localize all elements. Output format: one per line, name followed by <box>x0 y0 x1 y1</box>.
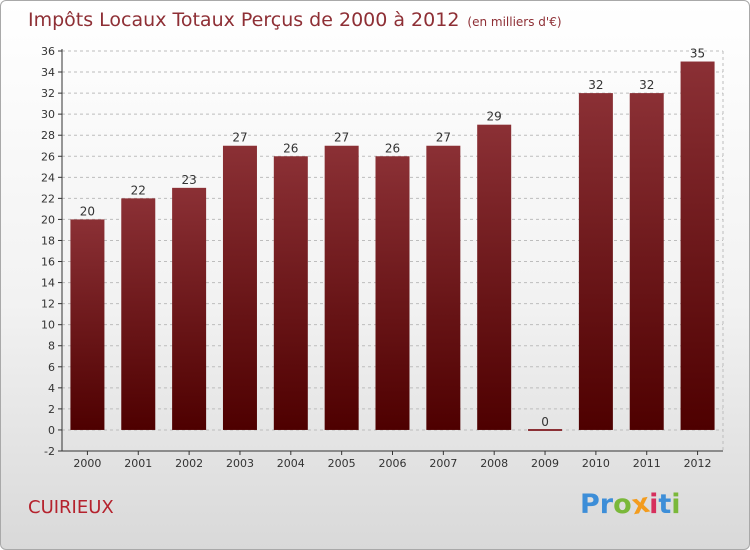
bar-value-label: 26 <box>283 141 298 155</box>
bar-value-label: 27 <box>436 131 451 145</box>
bar-2012 <box>680 61 715 430</box>
bar-2005 <box>324 145 359 430</box>
y-tick-label: 6 <box>48 361 55 374</box>
x-tick-label: 2012 <box>684 457 712 470</box>
x-tick-label: 2004 <box>277 457 305 470</box>
commune-name: CUIRIEUX <box>28 497 114 518</box>
y-tick-label: 26 <box>41 150 55 163</box>
y-tick-label: 12 <box>41 298 55 311</box>
bar-2008 <box>477 124 512 430</box>
y-tick-label: 16 <box>41 256 55 269</box>
y-tick-label: 18 <box>41 234 55 247</box>
bar-value-label: 27 <box>232 131 247 145</box>
logo-letter: P <box>580 489 600 520</box>
x-tick-label: 2009 <box>531 457 559 470</box>
logo-letter: i <box>649 489 659 520</box>
proxiti-logo: Proxiti <box>580 488 681 522</box>
y-tick-label: 0 <box>48 424 55 437</box>
x-tick-label: 2000 <box>73 457 101 470</box>
x-tick-label: 2003 <box>226 457 254 470</box>
x-tick-label: 2002 <box>175 457 203 470</box>
bar-value-label: 27 <box>334 131 349 145</box>
x-tick-label: 2007 <box>429 457 457 470</box>
bar-value-label: 0 <box>541 415 549 429</box>
y-tick-label: 36 <box>41 45 55 58</box>
y-tick-label: 32 <box>41 87 55 100</box>
bar-2000 <box>70 219 105 430</box>
chart-unit: (en milliers d'€) <box>467 15 562 29</box>
logo-letter: i <box>671 489 681 520</box>
y-tick-label: 2 <box>48 403 55 416</box>
bar-2007 <box>426 145 461 430</box>
x-tick-label: 2001 <box>124 457 152 470</box>
y-tick-label: 8 <box>48 340 55 353</box>
y-tick-label: 30 <box>41 108 55 121</box>
bar-value-label: 32 <box>639 78 654 92</box>
x-tick-labels: 2000 2001 2002 2003 2004 2005 2006 2007 2008 2009… <box>73 457 711 470</box>
bar-2011 <box>629 93 664 430</box>
bar-value-label: 35 <box>690 47 705 61</box>
bar-value-label: 20 <box>80 204 95 218</box>
logo-letter: t <box>658 489 672 520</box>
logo-letter: o <box>613 489 632 520</box>
bar-value-label: 23 <box>181 173 196 187</box>
y-tick-label: 10 <box>41 319 55 332</box>
chart-title-text: Impôts Locaux Totaux Perçus de 2000 à 20… <box>28 9 460 31</box>
y-tick-label: 14 <box>41 277 55 290</box>
logo-letter: r <box>599 489 614 520</box>
x-tick-label: 2005 <box>328 457 356 470</box>
bars: 20 22 23 27 26 27 26 27 29 0 32 32 35 <box>70 47 715 431</box>
bar-value-label: 29 <box>487 110 502 124</box>
y-tick-label: -2 <box>44 445 55 458</box>
bar-value-label: 22 <box>131 183 146 197</box>
axes <box>58 49 723 455</box>
bar-value-label: 26 <box>385 141 400 155</box>
chart-title: Impôts Locaux Totaux Perçus de 2000 à 20… <box>28 9 562 31</box>
bar-2004 <box>273 156 308 430</box>
y-tick-label: 22 <box>41 192 55 205</box>
y-tick-label: 20 <box>41 213 55 226</box>
y-tick-label: 4 <box>48 382 55 395</box>
x-tick-label: 2010 <box>582 457 610 470</box>
bar-2001 <box>121 198 156 430</box>
x-tick-label: 2006 <box>379 457 407 470</box>
bar-value-label: 32 <box>588 78 603 92</box>
y-tick-label: 24 <box>41 171 55 184</box>
y-tick-label: 28 <box>41 129 55 142</box>
y-tick-label: 34 <box>41 66 55 79</box>
bar-2002 <box>172 187 207 430</box>
x-tick-label: 2011 <box>633 457 661 470</box>
bar-2010 <box>578 93 613 430</box>
bar-2006 <box>375 156 410 430</box>
x-tick-label: 2008 <box>480 457 508 470</box>
bar-2003 <box>222 145 257 430</box>
